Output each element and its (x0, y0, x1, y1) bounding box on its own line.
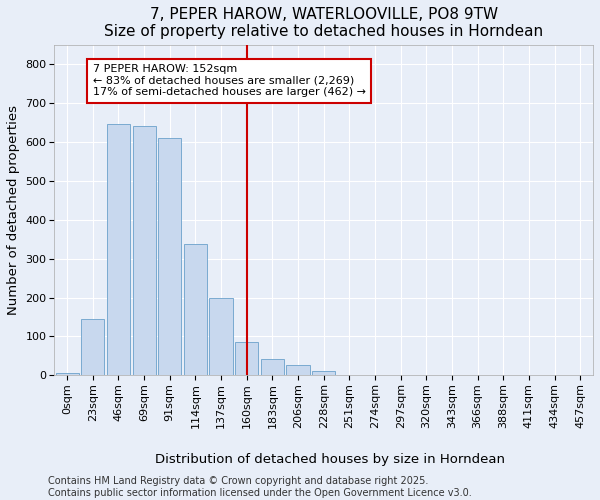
Bar (184, 244, 207, 376)
Y-axis label: Number of detached properties: Number of detached properties (7, 105, 20, 315)
Bar (312, 370, 335, 376)
Bar (569, 374, 592, 376)
Bar (56, 374, 79, 376)
Bar (235, 342, 258, 376)
Bar (338, 374, 361, 376)
Bar (133, 126, 155, 376)
Bar (286, 365, 310, 376)
Bar (158, 138, 181, 376)
Text: 7 PEPER HAROW: 152sqm
← 83% of detached houses are smaller (2,269)
17% of semi-d: 7 PEPER HAROW: 152sqm ← 83% of detached … (93, 64, 366, 98)
Bar (107, 124, 130, 376)
Bar (209, 298, 233, 376)
Text: Contains HM Land Registry data © Crown copyright and database right 2025.
Contai: Contains HM Land Registry data © Crown c… (48, 476, 472, 498)
Bar (261, 359, 284, 376)
Text: Distribution of detached houses by size in Horndean: Distribution of detached houses by size … (155, 452, 505, 466)
Title: 7, PEPER HAROW, WATERLOOVILLE, PO8 9TW
Size of property relative to detached hou: 7, PEPER HAROW, WATERLOOVILLE, PO8 9TW S… (104, 7, 543, 40)
Bar (81, 319, 104, 376)
